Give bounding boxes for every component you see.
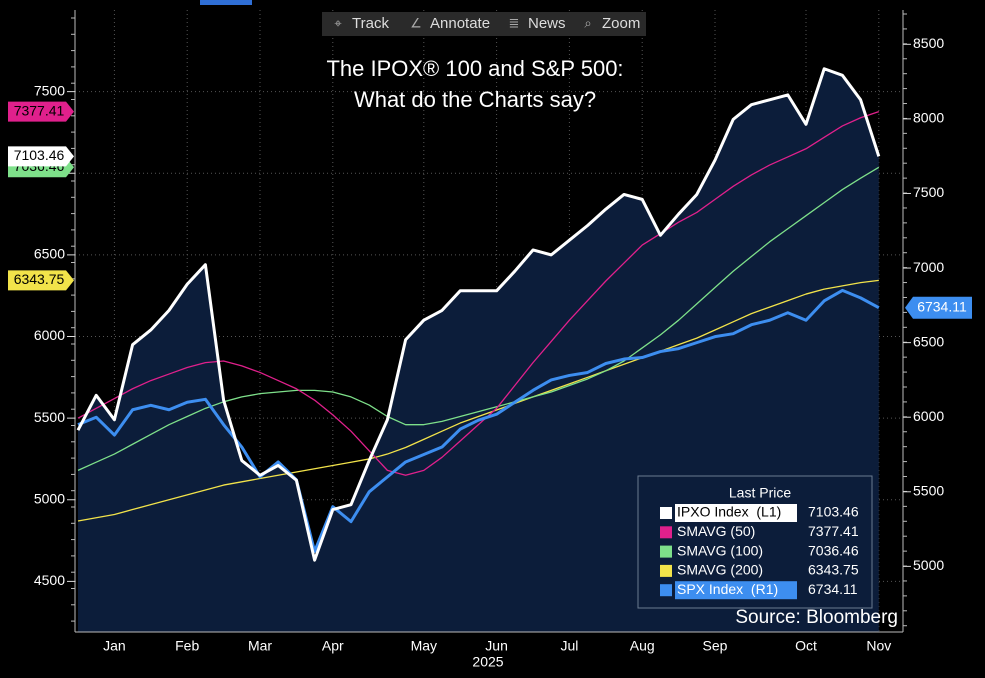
x-tick-label: Jan (103, 638, 126, 654)
y2-tick-label: 8000 (913, 110, 944, 126)
y2-tick-label: 7000 (913, 259, 944, 275)
y-tick-label: 6000 (34, 327, 65, 343)
series-line (77, 111, 880, 476)
legend-value: 7377.41 (808, 523, 859, 539)
series-line (76, 67, 881, 562)
legend-label: SMAVG (100) (677, 542, 763, 558)
x-tick-label: May (411, 638, 437, 654)
y2-tick-label: 5000 (913, 557, 944, 573)
toolbar-icon: ⌕ (584, 15, 591, 30)
toolbar-button[interactable]: Annotate (430, 15, 490, 32)
legend-value: 6343.75 (808, 562, 859, 578)
y2-tick-label: 7500 (913, 184, 944, 200)
x-tick-label: Feb (175, 638, 199, 654)
toolbar-icon: ⌖ (334, 15, 342, 30)
toolbar-icon: ≣ (509, 15, 520, 30)
toolbar-button[interactable]: Zoom (602, 15, 640, 32)
legend-highlight (675, 504, 797, 522)
legend-swatch (660, 507, 672, 519)
y2-tick-label: 6000 (913, 408, 944, 424)
toolbar-button[interactable]: News (528, 15, 566, 32)
legend-title: Last Price (729, 485, 791, 501)
legend-value: 6734.11 (808, 581, 858, 597)
x-tick-label: Apr (322, 638, 344, 654)
value-tag (8, 146, 74, 167)
x-tick-label: Aug (630, 638, 655, 654)
toolbar: ⌖ Track ∠ Annotate ≣ News ⌕ Zoom (322, 12, 646, 36)
x-tick-label: Sep (703, 638, 728, 654)
value-tag-label: 7103.46 (14, 147, 65, 163)
legend-label: SMAVG (200) (677, 562, 763, 578)
legend-label: SMAVG (50) (677, 523, 755, 539)
chart-title: The IPOX® 100 and S&P 500: (326, 56, 623, 81)
x-tick-label: Jul (560, 638, 578, 654)
chart-title: What do the Charts say? (354, 87, 596, 112)
legend-swatch (660, 584, 672, 597)
value-tag (905, 296, 972, 319)
x-tick-label: Oct (795, 638, 817, 654)
value-tag-label: 6734.11 (917, 298, 967, 314)
series-line (77, 288, 880, 553)
value-tag (8, 101, 74, 122)
y-tick-label: 4500 (34, 572, 65, 588)
year-label: 2025 (472, 654, 503, 670)
legend-swatch (660, 564, 672, 577)
y-tick-label: 7500 (34, 82, 65, 98)
x-tick-label: Mar (248, 638, 272, 654)
y-tick-label: 6500 (34, 246, 65, 262)
legend-highlight (675, 581, 797, 600)
value-tag-label: 7377.41 (14, 102, 65, 118)
legend-label: IPXO Index (L1) (677, 504, 781, 520)
legend-value: 7103.46 (808, 504, 859, 520)
series-line (77, 279, 879, 522)
y-tick-label: 5000 (34, 490, 65, 506)
legend-swatch (660, 526, 672, 539)
legend-value: 7036.46 (808, 542, 859, 558)
legend: Last Price IPXO Index (L1) 7103.46 SMAVG (5… (637, 475, 873, 609)
toolbar-bg (322, 12, 646, 36)
source: Source: Bloomberg (735, 607, 898, 628)
x-tick-label: Nov (866, 638, 891, 654)
y2-tick-label: 6500 (913, 333, 944, 349)
legend-swatch (660, 545, 672, 558)
value-tag (8, 270, 74, 291)
y2-tick-label: 8500 (913, 35, 944, 51)
top-tab (200, 0, 252, 5)
toolbar-button[interactable]: Track (352, 15, 389, 32)
legend-label: SPX Index (R1) (677, 581, 778, 597)
toolbar-icon: ∠ (410, 15, 422, 30)
x-tick-label: Jun (485, 638, 508, 654)
y2-tick-label: 5500 (913, 482, 944, 498)
value-tag-label: 6343.75 (14, 271, 65, 287)
y-tick-label: 5500 (34, 409, 65, 425)
